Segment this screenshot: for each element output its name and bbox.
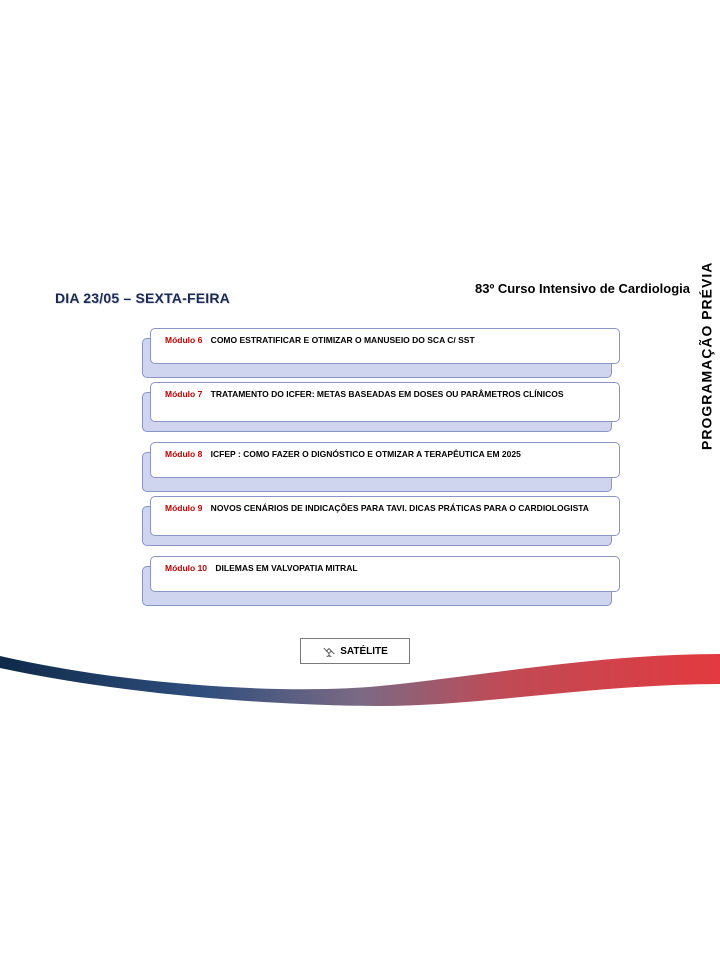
module-box: Módulo 9 NOVOS CENÁRIOS DE INDICAÇÕES PA… xyxy=(150,496,620,536)
module-item: Módulo 6 COMO ESTRATIFICAR E OTIMIZAR O … xyxy=(150,328,620,370)
module-label: Módulo 10 xyxy=(165,563,207,573)
header-row: DIA 23/05 – SEXTA-FEIRA 83º Curso Intens… xyxy=(55,290,690,306)
module-title: COMO ESTRATIFICAR E OTIMIZAR O MANUSEIO … xyxy=(208,335,474,345)
module-item: Módulo 10 DILEMAS EM VALVOPATIA MITRAL xyxy=(150,556,620,598)
slide: DIA 23/05 – SEXTA-FEIRA 83º Curso Intens… xyxy=(0,270,720,690)
module-title: NOVOS CENÁRIOS DE INDICAÇÕES PARA TAVI. … xyxy=(208,503,589,513)
satellite-box: SATÉLITE xyxy=(300,638,410,664)
module-title: DILEMAS EM VALVOPATIA MITRAL xyxy=(213,563,358,573)
module-box: Módulo 10 DILEMAS EM VALVOPATIA MITRAL xyxy=(150,556,620,592)
day-title: DIA 23/05 – SEXTA-FEIRA xyxy=(55,290,230,306)
side-label: PROGRAMAÇÃO PRÉVIA xyxy=(698,262,714,450)
page: DIA 23/05 – SEXTA-FEIRA 83º Curso Intens… xyxy=(0,0,720,960)
satellite-label: SATÉLITE xyxy=(340,646,388,657)
course-title: 83º Curso Intensivo de Cardiologia xyxy=(475,281,690,296)
module-box: Módulo 7 TRATAMENTO DO ICFER: METAS BASE… xyxy=(150,382,620,422)
module-list: Módulo 6 COMO ESTRATIFICAR E OTIMIZAR O … xyxy=(150,328,620,610)
module-label: Módulo 9 xyxy=(165,503,202,513)
module-item: Módulo 8 ICFEP : COMO FAZER O DIGNÓSTICO… xyxy=(150,442,620,484)
module-label: Módulo 8 xyxy=(165,449,202,459)
module-label: Módulo 6 xyxy=(165,335,202,345)
module-box: Módulo 8 ICFEP : COMO FAZER O DIGNÓSTICO… xyxy=(150,442,620,478)
module-label: Módulo 7 xyxy=(165,389,202,399)
module-title: TRATAMENTO DO ICFER: METAS BASEADAS EM D… xyxy=(208,389,563,399)
satellite-icon xyxy=(322,644,336,658)
module-title: ICFEP : COMO FAZER O DIGNÓSTICO E OTMIZA… xyxy=(208,449,520,459)
module-box: Módulo 6 COMO ESTRATIFICAR E OTIMIZAR O … xyxy=(150,328,620,364)
module-item: Módulo 7 TRATAMENTO DO ICFER: METAS BASE… xyxy=(150,382,620,430)
module-item: Módulo 9 NOVOS CENÁRIOS DE INDICAÇÕES PA… xyxy=(150,496,620,544)
